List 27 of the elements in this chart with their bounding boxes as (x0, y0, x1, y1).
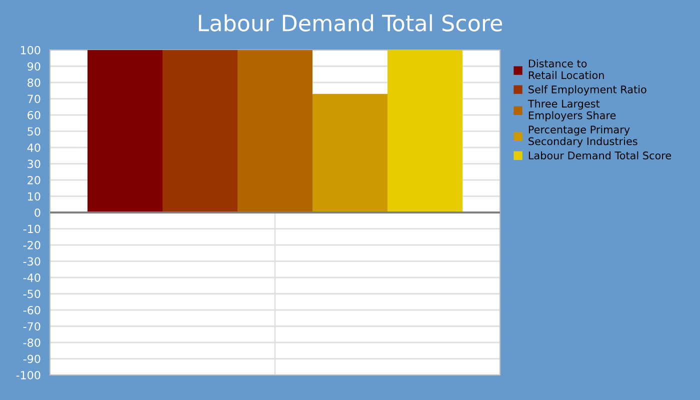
y-tick-label: -60 (23, 306, 40, 314)
y-tick-label: 20 (28, 176, 40, 184)
y-tick-label: 50 (28, 127, 40, 136)
y-tick-label: 10 (28, 192, 40, 201)
y-tick-label: 60 (28, 110, 40, 120)
legend-label: Labour Demand Total Score (528, 151, 672, 160)
y-tick-label: 70 (28, 94, 40, 104)
legend-label: Distance to Retail Location (528, 59, 604, 80)
y-tick-label: 90 (28, 62, 40, 71)
legend-label: Percentage Primary Secondary Industries (528, 125, 638, 148)
y-tick-label: -50 (23, 290, 40, 298)
legend-label: Three Largest Employers Share (528, 100, 616, 122)
y-tick-label: -100 (16, 370, 40, 380)
y-tick-label: 100 (20, 46, 40, 54)
y-tick-label: -20 (23, 240, 40, 250)
y-tick-label: -30 (23, 257, 40, 266)
y-tick-label: -40 (23, 273, 40, 282)
y-tick-label: -10 (23, 224, 40, 234)
y-tick-label: -80 (23, 338, 40, 347)
y-tick-label: -70 (23, 322, 40, 331)
y-tick-label: 80 (28, 78, 40, 87)
y-tick-label: 40 (27, 143, 40, 152)
y-tick-label: -90 (23, 354, 40, 364)
y-tick-label: 30 (28, 160, 40, 168)
chart-title: Labour Demand Total Score (198, 14, 502, 32)
legend-label: Self Employment Ratio (528, 85, 646, 96)
y-tick-label: 0 (34, 208, 40, 217)
